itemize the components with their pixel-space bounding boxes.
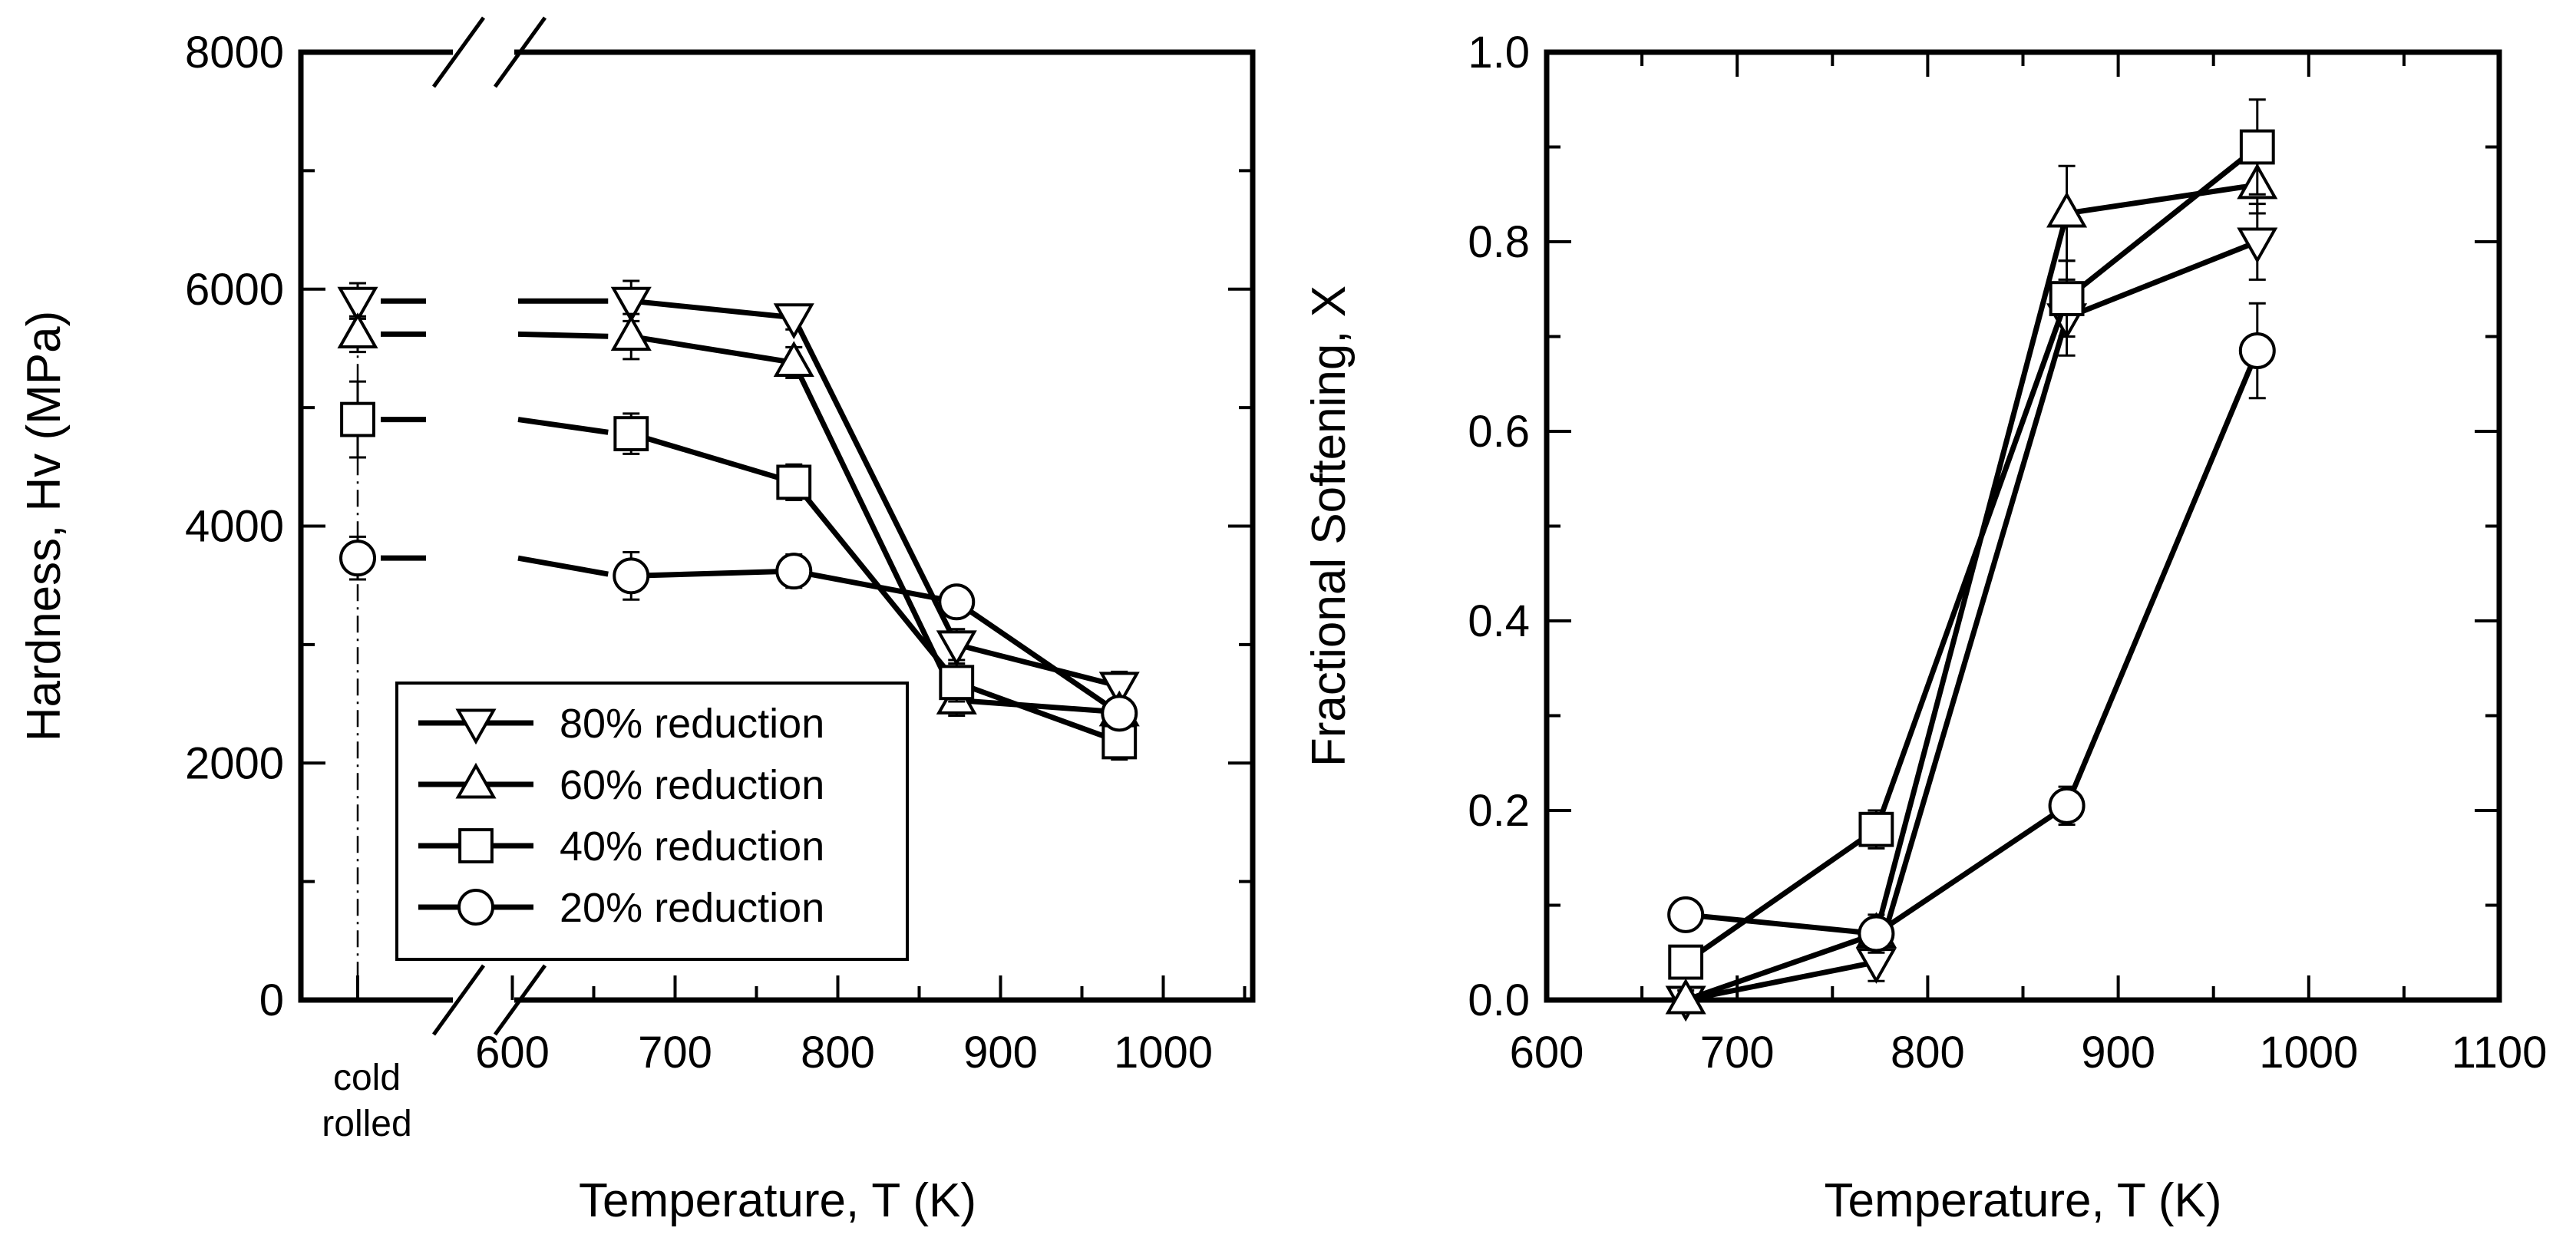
- y-tick-label: 0.4: [1468, 596, 1530, 646]
- data-point: [613, 416, 649, 451]
- axis-break-slash-bottom-1: [431, 964, 486, 1036]
- cold-rolled-lead-2: [517, 417, 609, 435]
- series-line: [630, 298, 1121, 689]
- series-20-reduction: [1667, 302, 2276, 952]
- data-point: [2049, 281, 2085, 317]
- data-point: [2239, 129, 2275, 165]
- series-line: [1685, 349, 2261, 937]
- x-tick-label: 600: [475, 1028, 550, 1078]
- legend-entry-40-reduction: 40% reduction: [560, 823, 824, 870]
- data-point: [776, 464, 812, 500]
- series-80-reduction: [337, 279, 1140, 708]
- series-60-reduction: [1665, 155, 2278, 1015]
- series-60-reduction: [337, 312, 1140, 728]
- data-point-cold-rolled: [337, 286, 378, 323]
- data-point: [938, 583, 976, 621]
- x-tick-label: 800: [801, 1028, 875, 1078]
- data-point-cold-rolled: [340, 401, 375, 437]
- series-line: [631, 568, 1121, 716]
- x-tick-label: 900: [963, 1028, 1038, 1078]
- y-tick-label: 0.2: [1468, 786, 1530, 836]
- x-axis-title: Temperature, T (K): [579, 1174, 976, 1227]
- data-point: [2046, 191, 2088, 228]
- cold-rolled-label-line-1: cold: [333, 1058, 401, 1098]
- cold-rolled-label-line-2: rolled: [322, 1104, 411, 1144]
- cold-rolled-lead-2: [517, 555, 609, 577]
- data-point-cold-rolled: [337, 312, 378, 348]
- legend-entry-20-reduction: 20% reduction: [560, 885, 824, 931]
- axis-break-slash-top-2: [493, 16, 547, 88]
- legend-marker: [457, 889, 494, 926]
- y-tick-label: 0.8: [1468, 217, 1530, 267]
- series-line: [1685, 182, 2258, 1003]
- axis-break-slash-bottom-2: [493, 964, 547, 1036]
- legend-entry-60-reduction: 60% reduction: [560, 762, 824, 808]
- x-tick-label: 700: [1700, 1028, 1775, 1078]
- legend-marker: [458, 828, 494, 863]
- series-line: [630, 334, 1120, 715]
- fractional-softening-chart: 0.0 0.2 0.4 0.6 0.8 1.0 600 700 800 900 1000 1100 Te…: [1303, 28, 2547, 1227]
- y-tick-label: 2000: [185, 738, 284, 788]
- x-tick-label: 1000: [1114, 1028, 1213, 1078]
- x-tick-label: 600: [1510, 1028, 1584, 1078]
- y-tick-label: 1.0: [1468, 28, 1530, 78]
- data-point: [936, 630, 977, 667]
- x-tick-label: 800: [1891, 1028, 1965, 1078]
- y-tick-label: 8000: [185, 28, 284, 78]
- data-point: [773, 341, 814, 377]
- x-tick-label: 1000: [2259, 1028, 2358, 1078]
- y-tick-label: 0: [259, 975, 284, 1025]
- y-axis-title: Hardness, Hv (MPa): [18, 311, 71, 742]
- y-axis-title: Fractional Softening, X: [1303, 285, 1356, 767]
- series-line: [1684, 144, 2259, 965]
- data-point: [1668, 944, 1704, 980]
- hardness-chart: 0 2000 4000 6000 8000 600 700 800 900 1000 cold rol…: [18, 16, 1256, 1227]
- x-axis-title: Temperature, T (K): [1824, 1174, 2221, 1227]
- series-line: [1685, 239, 2259, 1003]
- data-point: [773, 303, 814, 340]
- data-point: [610, 286, 652, 323]
- series-40-reduction: [340, 380, 1138, 761]
- x-tick-label: 1100: [2452, 1028, 2548, 1078]
- data-point: [610, 315, 652, 351]
- legend-marker: [455, 708, 497, 745]
- data-point: [2237, 227, 2278, 264]
- x-tick-label: 700: [638, 1028, 712, 1078]
- legend: 80% reduction 60% reduction 40% reduction 2…: [395, 682, 909, 961]
- axis-break-gap-bottom: [453, 992, 514, 1008]
- data-point: [1101, 695, 1138, 732]
- data-point: [1858, 811, 1894, 847]
- series-line: [630, 431, 1121, 744]
- cold-rolled-lead-2: [517, 331, 609, 339]
- data-point: [1665, 978, 1706, 1015]
- data-point: [613, 557, 650, 595]
- legend-entry-80-reduction: 80% reduction: [560, 701, 824, 747]
- data-point: [775, 553, 813, 590]
- legend-marker: [455, 762, 497, 799]
- data-point: [1858, 915, 1895, 952]
- series-40-reduction: [1668, 98, 2275, 980]
- series-80-reduction: [1665, 203, 2278, 1022]
- axis-break-gap-top: [453, 45, 514, 60]
- x-tick-label: 900: [2081, 1028, 2155, 1078]
- y-tick-label: 4000: [185, 502, 284, 552]
- data-point: [1098, 672, 1140, 708]
- data-point-cold-rolled: [339, 540, 376, 577]
- y-tick-label: 0.0: [1468, 975, 1530, 1025]
- data-point: [2048, 787, 2086, 824]
- data-point: [939, 665, 975, 701]
- y-tick-label: 6000: [185, 265, 284, 315]
- plot-frame: [1544, 49, 2502, 1003]
- axis-break-slash-top-1: [431, 16, 486, 88]
- data-point: [1667, 896, 1705, 933]
- data-point: [2238, 332, 2276, 370]
- series-20-reduction: [339, 535, 1138, 732]
- y-tick-label: 0.6: [1468, 407, 1530, 457]
